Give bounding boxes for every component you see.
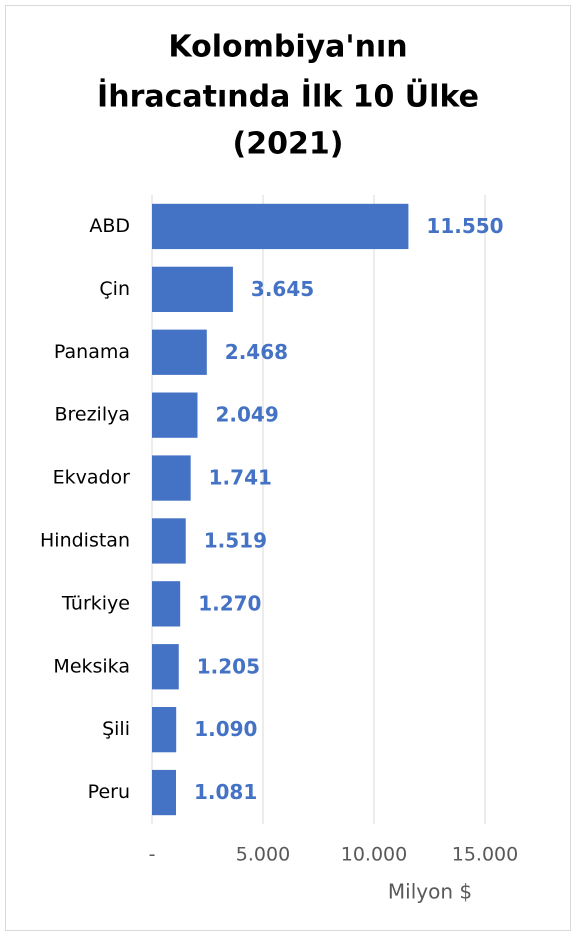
bar <box>152 203 409 250</box>
data-label: 2.049 <box>215 403 278 427</box>
bar <box>152 329 207 375</box>
data-label: 3.645 <box>251 277 314 301</box>
bar <box>152 644 179 690</box>
data-label: 2.468 <box>225 340 288 364</box>
bar <box>152 518 186 564</box>
bar <box>152 581 181 627</box>
y-tick-label: Peru <box>88 781 130 803</box>
bar <box>152 266 233 312</box>
y-tick-label: Panama <box>54 341 130 363</box>
data-label: 1.519 <box>204 528 267 552</box>
x-tick-label: 5.000 <box>236 844 290 866</box>
chart-border <box>5 5 571 931</box>
y-tick-label: Ekvador <box>53 467 131 489</box>
x-axis-title: Milyon $ <box>388 880 472 904</box>
bar <box>152 769 176 816</box>
x-tick-label: 10.000 <box>341 844 407 866</box>
y-tick-label: Çin <box>99 278 130 300</box>
chart-title: İhracatında İlk 10 Ülke <box>97 78 479 115</box>
bar <box>152 455 191 501</box>
y-tick-label: ABD <box>89 215 130 237</box>
y-tick-label: Şili <box>102 718 130 740</box>
y-tick-label: Türkiye <box>61 592 130 614</box>
x-tick-label: 15.000 <box>452 844 518 866</box>
data-label: 11.550 <box>426 214 503 238</box>
data-label: 1.081 <box>194 780 257 804</box>
y-tick-label: Meksika <box>53 655 130 677</box>
data-label: 1.741 <box>209 466 272 490</box>
bar <box>152 392 198 438</box>
chart-title: (2021) <box>233 127 344 162</box>
chart-title: Kolombiya'nın <box>168 30 407 65</box>
data-label: 1.205 <box>197 654 260 678</box>
y-tick-label: Brezilya <box>54 404 130 426</box>
x-tick-label: - <box>149 844 156 866</box>
y-tick-label: Hindistan <box>40 529 130 551</box>
data-label: 1.090 <box>194 717 257 741</box>
bar <box>152 707 177 753</box>
data-label: 1.270 <box>198 591 261 615</box>
